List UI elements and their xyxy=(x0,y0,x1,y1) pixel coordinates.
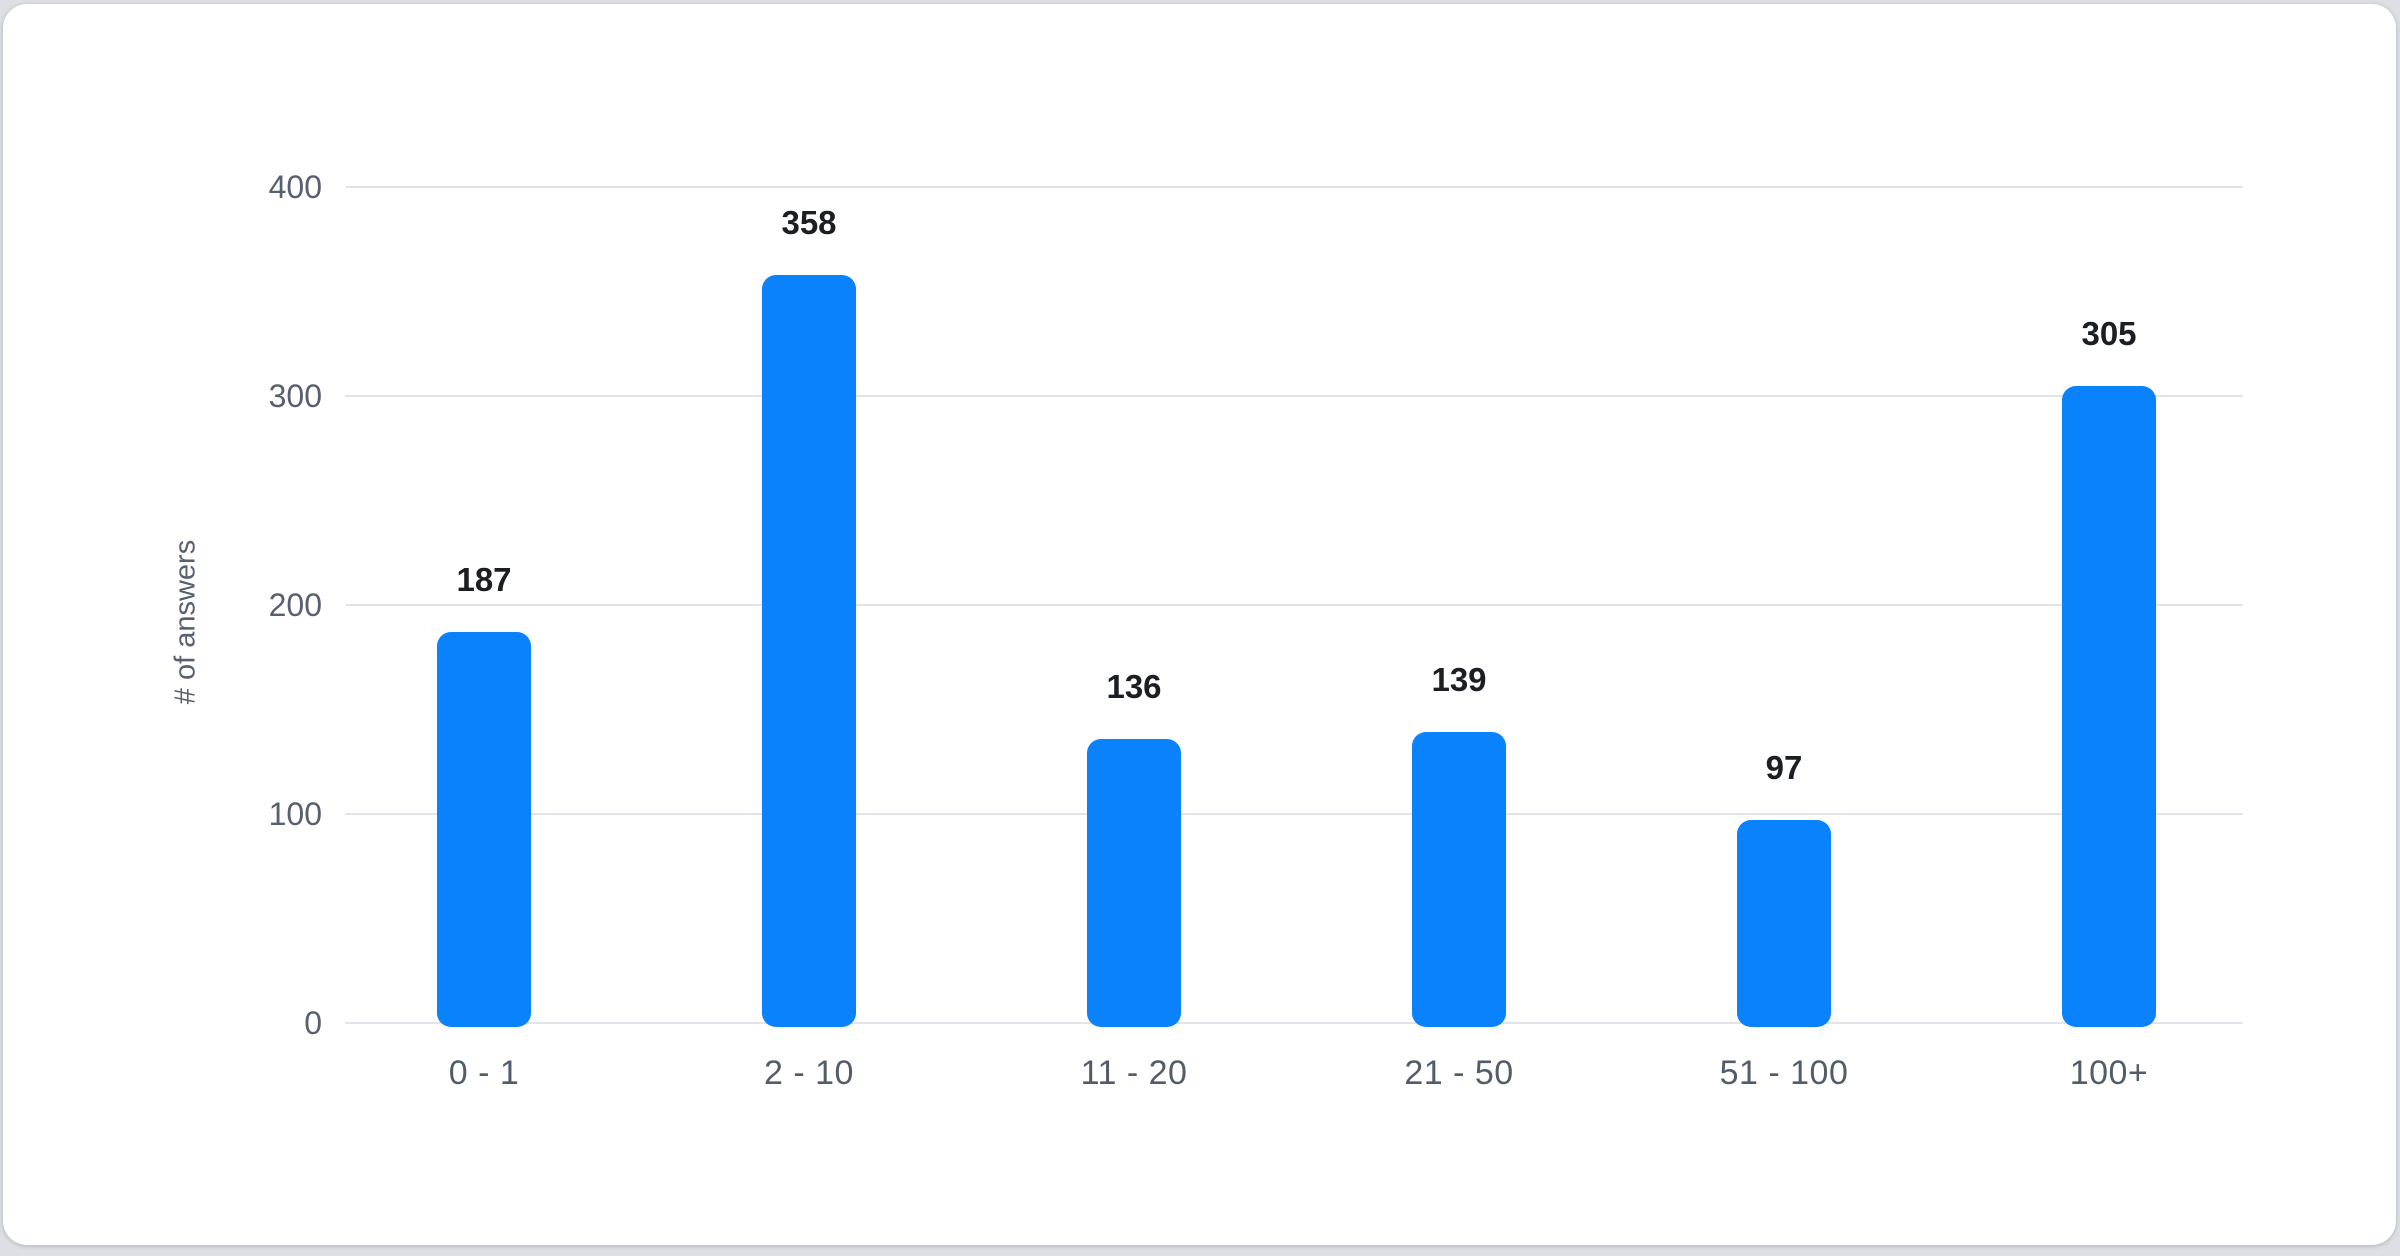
y-tick-label-0: 0 xyxy=(304,1005,322,1041)
y-tick-label-200: 200 xyxy=(268,587,322,623)
gridline-0 xyxy=(345,1022,2243,1024)
x-axis-label: 11 - 20 xyxy=(1080,1054,1188,1092)
bar-value-label: 97 xyxy=(1765,749,1803,787)
bar-value-label: 136 xyxy=(1106,667,1162,705)
bar-value-label: 187 xyxy=(456,561,512,599)
bar-value-label: 358 xyxy=(781,203,837,241)
x-axis-label: 100+ xyxy=(2069,1054,2149,1092)
bar-51-100[interactable] xyxy=(1737,820,1831,1027)
x-axis-label: 51 - 100 xyxy=(1719,1054,1849,1092)
x-axis-label: 21 - 50 xyxy=(1404,1054,1514,1092)
bar-0-1[interactable] xyxy=(437,632,531,1027)
bar-value-label: 305 xyxy=(2081,314,2137,352)
bar-100+[interactable] xyxy=(2062,385,2156,1027)
bar-11-20[interactable] xyxy=(1087,738,1181,1027)
bar-2-10[interactable] xyxy=(762,274,856,1027)
gridline-200 xyxy=(345,604,2243,606)
y-tick-label-400: 400 xyxy=(268,169,322,205)
bar-21-50[interactable] xyxy=(1412,732,1506,1027)
gridline-100 xyxy=(345,813,2243,815)
gridline-400 xyxy=(345,186,2243,188)
x-axis-label: 0 - 1 xyxy=(448,1054,520,1092)
y-tick-label-300: 300 xyxy=(268,378,322,414)
y-tick-label-100: 100 xyxy=(268,796,322,832)
y-axis-title: # of answers xyxy=(169,539,202,705)
gridline-300 xyxy=(345,395,2243,397)
bar-value-label: 139 xyxy=(1431,661,1487,699)
x-axis-label: 2 - 10 xyxy=(764,1054,854,1092)
chart-card xyxy=(3,4,2396,1245)
